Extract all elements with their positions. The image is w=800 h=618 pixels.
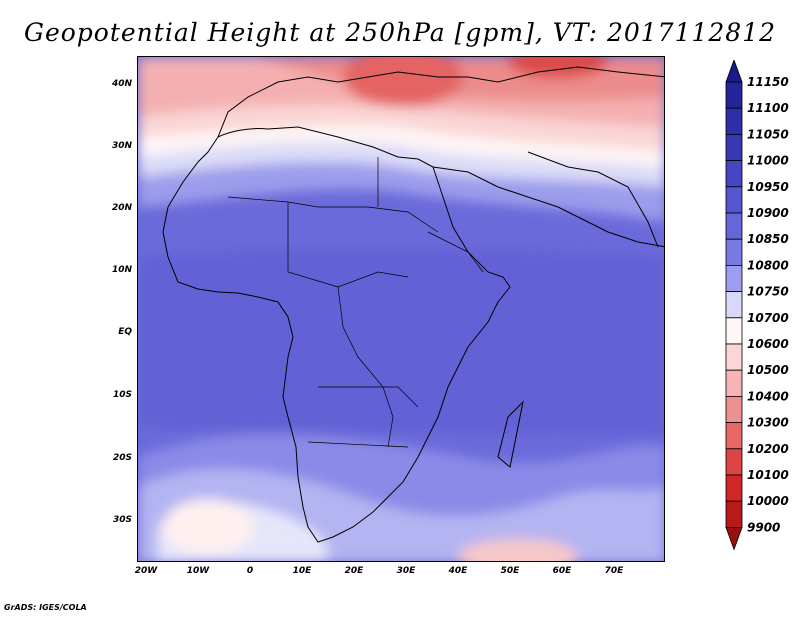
tropical-belt bbox=[138, 249, 664, 437]
colorbar-swatch bbox=[725, 81, 743, 109]
colorbar-swatch bbox=[725, 395, 743, 423]
europe-coast bbox=[217, 66, 664, 138]
colorbar-top-arrow bbox=[725, 60, 743, 83]
colorbar-label: 10800 bbox=[747, 258, 789, 272]
lat-label: 40N bbox=[111, 79, 132, 89]
lon-label: 30E bbox=[396, 566, 416, 576]
colorbar-label: 11150 bbox=[747, 75, 789, 89]
madagascar bbox=[497, 400, 524, 468]
footer-credit: GrADS: IGES/COLA bbox=[4, 603, 87, 612]
border-central bbox=[337, 286, 394, 448]
lon-label: 20W bbox=[134, 566, 158, 576]
colorbar-swatch bbox=[725, 448, 743, 476]
colorbar-label: 10600 bbox=[747, 337, 789, 351]
colorbar-label: 11050 bbox=[747, 127, 789, 141]
map-panel bbox=[137, 56, 665, 562]
border-southern bbox=[307, 441, 409, 448]
colorbar-label: 10000 bbox=[747, 494, 789, 508]
colorbar-label: 10200 bbox=[747, 442, 789, 456]
colorbar-swatch bbox=[725, 160, 743, 188]
colorbar-swatch bbox=[725, 291, 743, 319]
lon-label: 0 bbox=[246, 566, 254, 576]
lon-label: 60E bbox=[552, 566, 572, 576]
colorbar-label: 10900 bbox=[747, 206, 789, 220]
colorbar-label: 10100 bbox=[747, 468, 789, 482]
colorbar-label: 10700 bbox=[747, 311, 789, 325]
africa-coast bbox=[162, 126, 511, 543]
lon-label: 40E bbox=[448, 566, 468, 576]
lon-label: 50E bbox=[500, 566, 520, 576]
persia-coast bbox=[527, 151, 659, 248]
lat-label: 10N bbox=[111, 265, 132, 275]
colorbar-label: 10300 bbox=[747, 416, 789, 430]
coastlines bbox=[162, 66, 664, 543]
lon-label: 10E bbox=[292, 566, 312, 576]
colorbar-label: 10850 bbox=[747, 232, 789, 246]
lat-label: EQ bbox=[118, 327, 132, 337]
colorbar-label: 9900 bbox=[747, 520, 780, 534]
colorbar-label: 10950 bbox=[747, 180, 789, 194]
borders bbox=[227, 157, 484, 448]
colorbar-swatch bbox=[725, 500, 743, 528]
colorbar-swatch bbox=[725, 422, 743, 450]
colorbar-swatch bbox=[725, 264, 743, 292]
colorbar-label: 11100 bbox=[747, 101, 789, 115]
lon-label: 70E bbox=[604, 566, 624, 576]
map-title: Geopotential Height at 250hPa [gpm], VT:… bbox=[23, 18, 777, 47]
colorbar-label: 10400 bbox=[747, 389, 789, 403]
colorbar-swatch bbox=[725, 134, 743, 162]
south-white-cell bbox=[163, 499, 253, 555]
colorbar-swatch bbox=[725, 186, 743, 214]
colorbar-swatch bbox=[725, 343, 743, 371]
map-field bbox=[138, 57, 664, 561]
colorbar-label: 10500 bbox=[747, 363, 789, 377]
lat-label: 20N bbox=[111, 203, 132, 213]
lat-label: 30N bbox=[111, 141, 132, 151]
colorbar-bottom-arrow bbox=[725, 527, 743, 551]
north-red-cell-1 bbox=[343, 57, 463, 107]
south-pink-cell bbox=[458, 539, 578, 561]
colorbar-swatch bbox=[725, 369, 743, 397]
colorbar-label: 11000 bbox=[747, 154, 789, 168]
lat-label: 10S bbox=[112, 390, 132, 400]
colorbar-swatch bbox=[725, 107, 743, 135]
colorbar: 11150 11100 11050 11000 10950 10900 10850 10800… bbox=[725, 60, 789, 551]
border-south-central bbox=[318, 386, 419, 408]
lat-label: 30S bbox=[112, 515, 132, 525]
arabia-coast bbox=[432, 166, 664, 248]
colorbar-swatch bbox=[725, 474, 743, 502]
lon-label: 10W bbox=[186, 566, 210, 576]
lon-label: 20E bbox=[344, 566, 364, 576]
colorbar-swatch bbox=[725, 317, 743, 345]
border-horn bbox=[427, 231, 484, 273]
border-sahara bbox=[227, 196, 439, 233]
colorbar-label: 10750 bbox=[747, 285, 789, 299]
lat-label: 20S bbox=[112, 453, 132, 463]
colorbar-swatch bbox=[725, 212, 743, 240]
colorbar-swatch bbox=[725, 238, 743, 266]
